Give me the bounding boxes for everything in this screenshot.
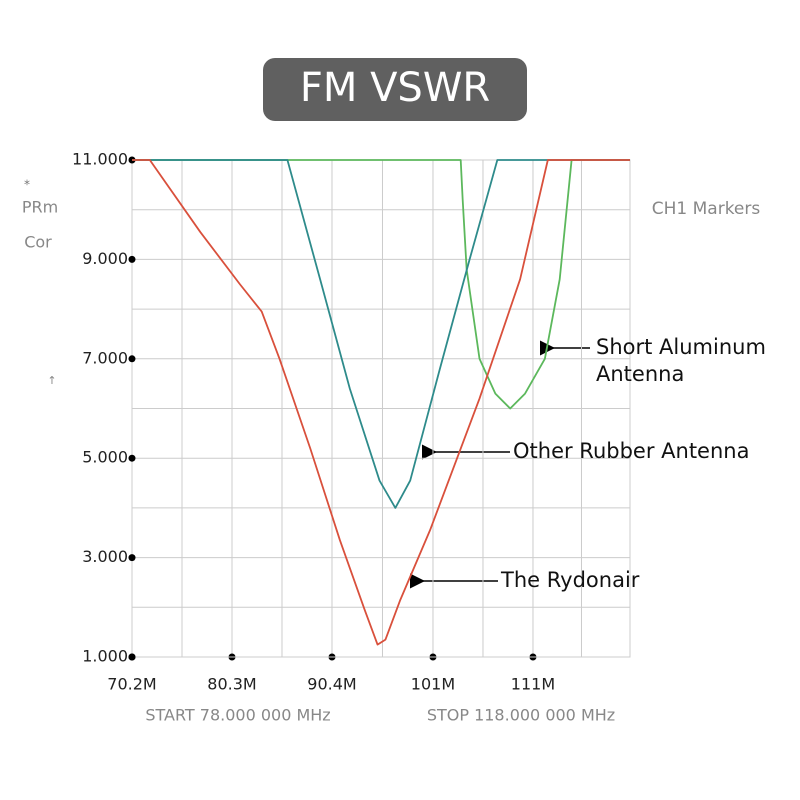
series-line <box>132 159 630 509</box>
stop-label: STOP 118.000 000 MHz <box>427 706 615 725</box>
side-label: Cor <box>24 233 52 252</box>
side-label: * <box>24 178 30 192</box>
x-tick-label: 70.2M <box>107 675 156 694</box>
annotation: Short Aluminum Antenna <box>596 335 766 386</box>
x-tick-label: 111M <box>511 675 555 694</box>
y-tick-dot <box>128 653 136 661</box>
y-tick-dot <box>128 554 136 562</box>
chart-title: FM VSWR <box>300 65 490 111</box>
series-line <box>132 159 630 646</box>
series-line <box>132 159 630 410</box>
x-tick-label: 80.3M <box>207 675 256 694</box>
y-tick-label: 11.000 <box>72 150 128 169</box>
y-tick-dot <box>128 454 136 462</box>
y-tick-label: 9.000 <box>82 249 128 268</box>
y-tick-label: 7.000 <box>82 348 128 367</box>
y-tick-label: 1.000 <box>82 647 128 666</box>
annotation: The Rydonair <box>501 568 640 592</box>
markers-label: CH1 Markers <box>652 199 761 219</box>
annotation: Other Rubber Antenna <box>513 439 750 463</box>
side-label: PRm <box>22 198 58 217</box>
y-tick-dot <box>128 255 136 263</box>
side-label: ↑ <box>47 374 56 387</box>
y-tick-dot <box>128 355 136 363</box>
y-tick-label: 5.000 <box>82 448 128 467</box>
start-label: START 78.000 000 MHz <box>145 706 330 725</box>
y-tick-label: 3.000 <box>82 547 128 566</box>
title-box <box>263 58 527 121</box>
x-tick-label: 101M <box>411 675 455 694</box>
x-tick-label: 90.4M <box>307 675 356 694</box>
